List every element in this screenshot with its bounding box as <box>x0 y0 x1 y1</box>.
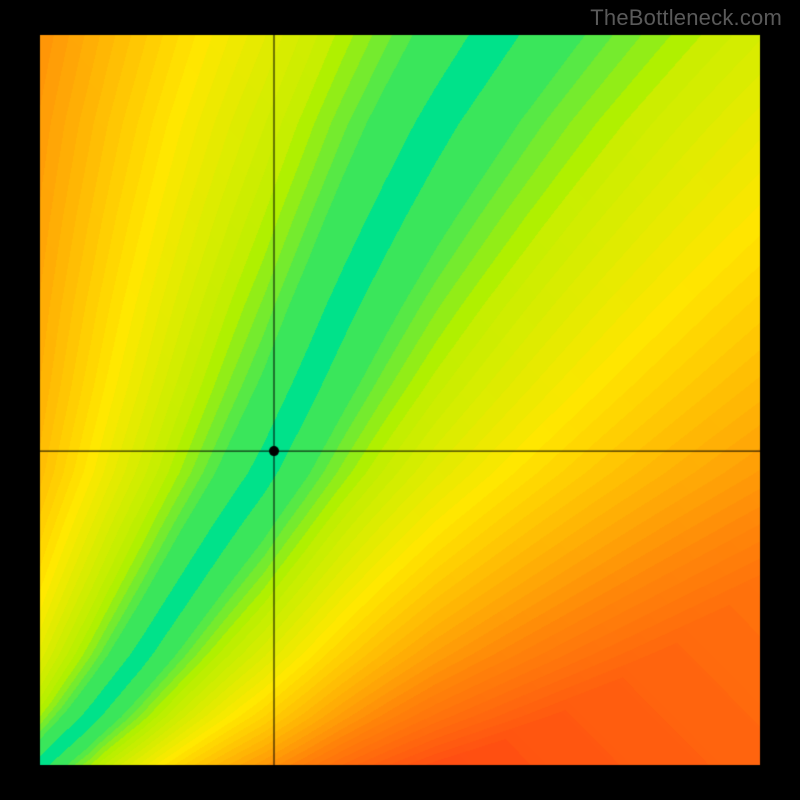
chart-container: TheBottleneck.com <box>0 0 800 800</box>
bottleneck-heatmap <box>0 0 800 800</box>
watermark-text: TheBottleneck.com <box>590 5 782 31</box>
